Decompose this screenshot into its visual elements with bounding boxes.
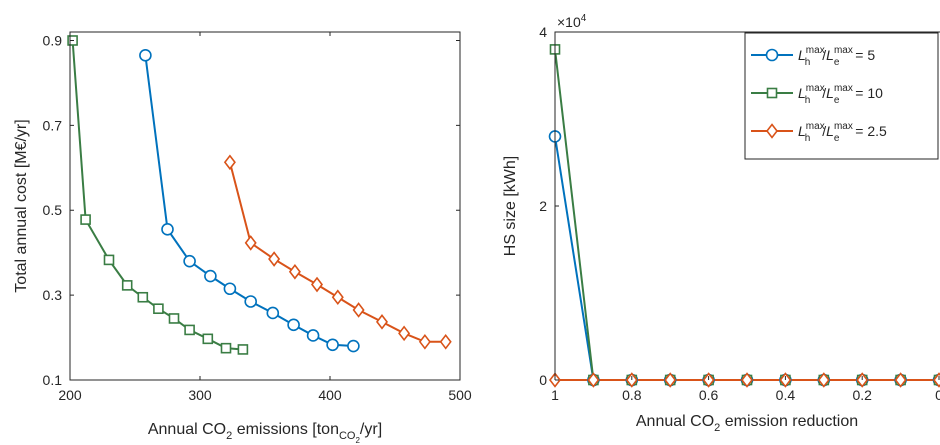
left-data-point-ratio-5 bbox=[183, 254, 196, 268]
legend-entry-ratio-2.5: Lmax h/Lmax e = 2.5 bbox=[751, 121, 887, 144]
right-x-axis-label: Annual CO2 emission reduction bbox=[636, 413, 858, 434]
left-data-point-ratio-10 bbox=[237, 344, 249, 355]
left-data-point-ratio-2.5 bbox=[268, 251, 281, 267]
legend-label-ratio-10: Lmax h/Lmax e = 10 bbox=[798, 83, 883, 106]
left-data-point-ratio-5 bbox=[306, 329, 320, 342]
left-data-point-ratio-10 bbox=[184, 324, 195, 336]
left-data-point-ratio-5 bbox=[326, 338, 339, 352]
left-ticks: 200 300 400 500 0.1 0.3 0.5 0.7 0.9 bbox=[43, 32, 472, 403]
left-data-point-ratio-5 bbox=[139, 49, 152, 62]
left-x-axis-label: Annual CO2 emissions [tonCO2/yr] bbox=[148, 421, 382, 445]
left-data-point-ratio-10 bbox=[80, 214, 91, 225]
left-axes-box bbox=[69, 31, 461, 381]
legend-label-ratio-2.5: Lmax h/Lmax e = 2.5 bbox=[798, 121, 887, 144]
legend-marker-ratio-5 bbox=[765, 48, 779, 62]
right-series-line-ratio-5 bbox=[554, 136, 939, 381]
left-y-tick-label: 0.1 bbox=[43, 372, 63, 388]
legend-label-ratio-5: Lmax h/Lmax e = 5 bbox=[798, 45, 875, 68]
left-data-point-ratio-5 bbox=[223, 282, 237, 296]
left-y-tick-label: 0.5 bbox=[43, 202, 63, 218]
right-x-tick-label: 0.2 bbox=[852, 387, 872, 403]
left-data-point-ratio-2.5 bbox=[398, 325, 411, 342]
left-data-point-ratio-5 bbox=[244, 295, 257, 308]
left-data-point-ratio-2.5 bbox=[244, 235, 257, 251]
left-data-point-ratio-10 bbox=[103, 254, 115, 266]
left-x-tick-label: 300 bbox=[188, 387, 212, 403]
right-y-tick-label: 4 bbox=[539, 24, 547, 40]
right-data-point-ratio-2.5 bbox=[894, 372, 907, 388]
right-y-axis-label: HS size [kWh] bbox=[502, 156, 519, 256]
left-data-point-ratio-2.5 bbox=[352, 302, 365, 318]
left-data-point-ratio-5 bbox=[287, 318, 300, 332]
left-data-point-ratio-2.5 bbox=[223, 154, 236, 171]
cost-vs-emissions-chart: 200 300 400 500 0.1 0.3 0.5 0.7 0.9 Annual CO2 e… bbox=[13, 31, 472, 445]
right-y-tick-label: 0 bbox=[539, 372, 547, 388]
left-data-point-ratio-5 bbox=[204, 269, 217, 283]
left-y-tick-label: 0.7 bbox=[43, 117, 63, 133]
left-data-point-ratio-10 bbox=[121, 280, 133, 291]
left-series-line-ratio-2.5 bbox=[228, 162, 446, 343]
left-data-point-ratio-2.5 bbox=[439, 333, 452, 350]
right-x-tick-label: 0 bbox=[935, 387, 940, 403]
left-y-tick-label: 0.3 bbox=[43, 287, 63, 303]
legend-entry-ratio-10: Lmax h/Lmax e = 10 bbox=[751, 83, 883, 106]
left-data-point-ratio-2.5 bbox=[288, 263, 301, 280]
left-data-point-ratio-2.5 bbox=[418, 333, 431, 350]
right-x-tick-label: 0.6 bbox=[699, 387, 719, 403]
left-plot-marks bbox=[67, 35, 452, 355]
left-x-tick-label: 500 bbox=[448, 387, 472, 403]
right-data-point-ratio-2.5 bbox=[587, 372, 600, 388]
left-data-point-ratio-2.5 bbox=[310, 276, 324, 293]
right-x-tick-label: 1 bbox=[551, 387, 559, 403]
right-data-point-ratio-2.5 bbox=[817, 372, 830, 388]
right-ticks: 1 0.8 0.6 0.4 0.2 0 0 2 4 bbox=[539, 24, 940, 403]
left-x-tick-label: 400 bbox=[318, 387, 342, 403]
right-y-tick-label: 2 bbox=[539, 198, 547, 214]
left-data-point-ratio-10 bbox=[202, 333, 214, 345]
left-data-point-ratio-5 bbox=[347, 339, 360, 353]
legend-marker-ratio-2.5 bbox=[765, 123, 779, 139]
right-data-point-ratio-2.5 bbox=[664, 372, 677, 388]
left-y-axis-label: Total annual cost [M€/yr] bbox=[13, 119, 30, 292]
legend-marker-ratio-10 bbox=[766, 87, 778, 99]
left-series-line-ratio-10 bbox=[71, 40, 243, 351]
legend: Lmax h/Lmax e = 5 Lmax h/Lmax e = 10 Lmax h/Lma… bbox=[744, 32, 939, 160]
right-x-tick-label: 0.4 bbox=[776, 387, 796, 403]
left-data-point-ratio-2.5 bbox=[375, 314, 389, 330]
left-data-point-ratio-5 bbox=[266, 306, 280, 320]
left-data-point-ratio-2.5 bbox=[331, 289, 344, 306]
right-x-tick-label: 0.8 bbox=[622, 387, 642, 403]
left-data-point-ratio-10 bbox=[153, 303, 164, 315]
left-data-point-ratio-5 bbox=[161, 223, 174, 236]
legend-entry-ratio-5: Lmax h/Lmax e = 5 bbox=[751, 45, 875, 68]
left-x-tick-label: 200 bbox=[58, 387, 82, 403]
exponent-label: ×104 bbox=[557, 13, 587, 30]
left-data-point-ratio-10 bbox=[220, 342, 232, 354]
hs-size-vs-reduction-chart: 1 0.8 0.6 0.4 0.2 0 0 2 4 ×104 Annual CO2 emissi… bbox=[502, 13, 940, 434]
left-data-point-ratio-10 bbox=[168, 313, 180, 324]
left-data-point-ratio-10 bbox=[137, 291, 149, 303]
left-y-tick-label: 0.9 bbox=[43, 32, 63, 48]
right-data-point-ratio-2.5 bbox=[740, 372, 754, 388]
